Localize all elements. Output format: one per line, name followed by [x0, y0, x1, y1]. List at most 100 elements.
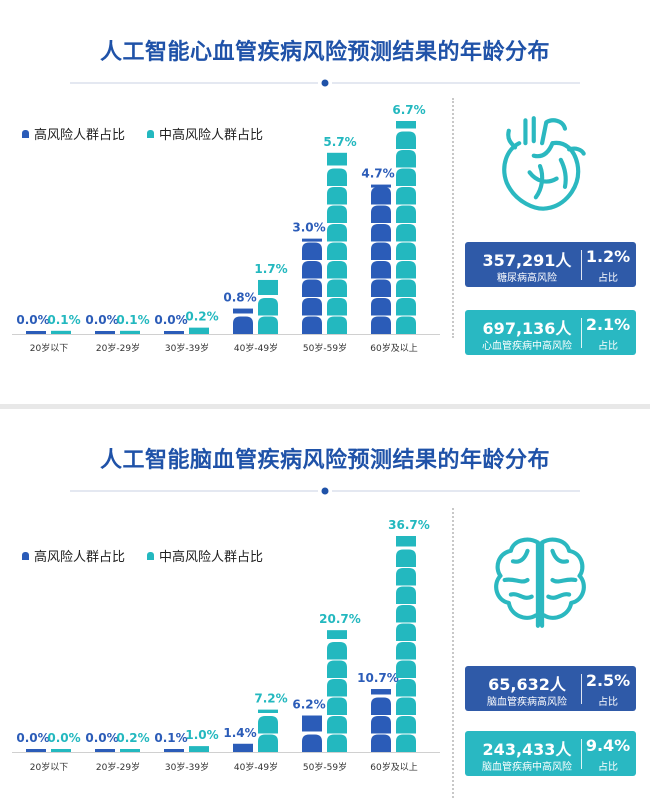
legend-label-mid: 中高风险人群占比 [159, 128, 264, 143]
data-label: 0.1% [47, 313, 80, 327]
bar-segment [396, 131, 416, 149]
stat-percent-label: 占比 [598, 341, 618, 352]
bar-segment [396, 168, 416, 186]
bar-cap [233, 308, 253, 314]
bar-segment [371, 279, 391, 297]
x-tick-label: 20岁-29岁 [96, 761, 140, 773]
bar-segment [396, 187, 416, 205]
bar-mid [396, 536, 416, 752]
bar-segment [371, 261, 391, 279]
bar-high [26, 749, 46, 752]
brain-icon [494, 537, 586, 628]
legend-swatch-mid [147, 551, 155, 560]
x-tick-label: 60岁及以上 [370, 342, 417, 354]
legend-label-high: 高风险人群占比 [34, 550, 126, 565]
bar-mid [51, 330, 71, 334]
bar-cap [302, 238, 322, 242]
stat-separator [581, 739, 582, 769]
stat-separator [581, 674, 582, 704]
title-decoration [70, 487, 580, 495]
stat-count: 697,136人 [482, 319, 572, 338]
data-label: 10.7% [357, 671, 399, 685]
stat-separator [581, 318, 582, 348]
bar-segment [371, 716, 391, 734]
bar-segment [396, 716, 416, 734]
bar-segment [302, 242, 322, 260]
bar-cap [258, 279, 278, 295]
data-label: 20.7% [319, 612, 361, 626]
bar-segment [371, 242, 391, 260]
bar-segment [120, 749, 140, 752]
data-label: 0.0% [16, 313, 49, 327]
bar-segment [396, 242, 416, 260]
cardio-panel: 人工智能心血管疾病风险预测结果的年龄分布 高风险人群占比 中高风险人群占比 0.… [12, 40, 636, 355]
bar-cap [371, 184, 391, 188]
data-label: 6.7% [392, 103, 425, 117]
bar-high [164, 749, 184, 752]
legend-item-high: 高风险人群占比 [22, 124, 125, 143]
stat-percent: 2.1% [585, 315, 631, 334]
bar-mid [189, 327, 209, 334]
bar-segment [258, 734, 278, 752]
bar-segment [302, 298, 322, 316]
data-label: 1.7% [254, 262, 287, 276]
chart-legend: 高风险人群占比 中高风险人群占比 [22, 546, 263, 565]
bar-high [95, 331, 115, 334]
bar-segment [396, 549, 416, 567]
bar-high [302, 715, 322, 752]
bar-segment [302, 316, 322, 334]
bar-segment [371, 205, 391, 223]
bar-segment [371, 187, 391, 205]
chart-title: 人工智能脑血管疾病风险预测结果的年龄分布 [99, 448, 550, 473]
x-tick-label: 20岁-29岁 [96, 342, 140, 354]
bar-segment [327, 168, 347, 186]
bar-segment [396, 642, 416, 660]
heart-icon [502, 116, 586, 211]
data-label: 0.8% [223, 291, 256, 305]
bar-segment [396, 586, 416, 604]
bar-segment [371, 224, 391, 242]
x-tick-label: 30岁-39岁 [165, 342, 209, 354]
bar-high [371, 184, 391, 334]
bar-segment [371, 298, 391, 316]
bar-mid [51, 749, 71, 752]
bar-segment [396, 279, 416, 297]
bar-high [95, 749, 115, 752]
bar-cap [327, 152, 347, 166]
bar-chart-cardio: 0.0%0.1%20岁以下0.0%0.1%20岁-29岁0.0%0.2%30岁-… [12, 103, 440, 354]
bar-segment [396, 660, 416, 678]
stat-label: 心血管疾病中高风险 [482, 341, 572, 352]
bar-segment [396, 316, 416, 334]
legend-swatch-high [22, 129, 29, 138]
bar-segment [396, 568, 416, 586]
bar-segment [327, 279, 347, 297]
bar-segment [396, 623, 416, 641]
x-tick-label: 60岁及以上 [370, 761, 417, 773]
legend-label-mid: 中高风险人群占比 [159, 550, 264, 565]
stat-separator [581, 250, 582, 280]
bar-segment [371, 316, 391, 334]
bar-segment [233, 743, 253, 752]
x-tick-label: 30岁-39岁 [165, 761, 209, 773]
chart-legend: 高风险人群占比 中高风险人群占比 [22, 124, 263, 143]
bar-segment [327, 187, 347, 205]
cerebro-panel: 人工智能脑血管疾病风险预测结果的年龄分布 高风险人群占比 中高风险人群占比 0.… [0, 408, 650, 801]
bar-segment [396, 605, 416, 623]
panel-divider [0, 404, 650, 409]
data-label: 0.0% [85, 313, 118, 327]
legend-swatch-mid [147, 129, 155, 138]
bar-segment [258, 298, 278, 316]
bar-high [233, 308, 253, 334]
bar-segment [327, 224, 347, 242]
data-label: 0.1% [154, 731, 187, 745]
bar-mid [258, 709, 278, 752]
bar-segment [258, 716, 278, 734]
bar-high [26, 331, 46, 334]
bar-mid [189, 746, 209, 752]
bar-segment [189, 746, 209, 752]
bar-high [233, 743, 253, 752]
vertical-divider [452, 98, 454, 338]
bar-cap [258, 709, 278, 713]
x-tick-label: 40岁-49岁 [234, 342, 278, 354]
x-tick-label: 50岁-59岁 [303, 761, 347, 773]
